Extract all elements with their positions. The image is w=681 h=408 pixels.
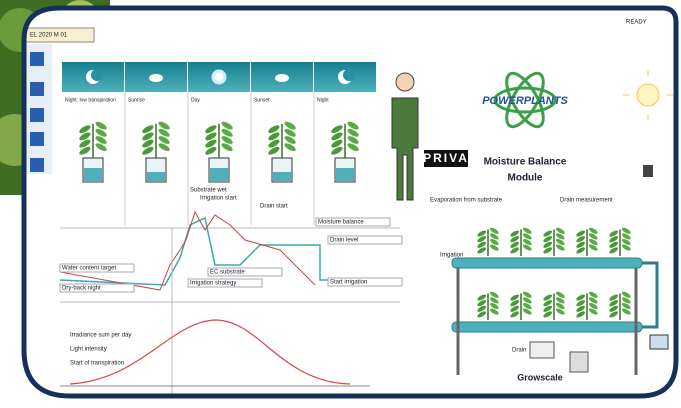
water — [210, 168, 228, 181]
chart-label: Irrigation strategy — [190, 281, 236, 287]
cloud-icon — [275, 74, 289, 82]
greenhouse-name: Growscale — [517, 372, 563, 382]
water — [336, 168, 354, 181]
phase-label: Sunset — [254, 97, 270, 103]
tab-label: EL 2020 M 01 — [30, 33, 68, 39]
light-label: Irradiance sum per day — [70, 333, 131, 339]
chart-label: Dry-back night — [62, 286, 101, 292]
water — [273, 172, 291, 181]
logo-text: POWERPLANTS — [482, 95, 568, 107]
moon-cut — [343, 69, 355, 81]
moon-cut — [91, 69, 103, 81]
light-label: Light intensity — [70, 347, 107, 353]
state-label: Substrate wet — [190, 188, 227, 194]
water — [147, 172, 165, 181]
brand: PRIVA — [423, 151, 469, 165]
cloud-icon — [149, 74, 163, 82]
module-title: Moisture Balance — [484, 157, 567, 168]
chart-label: Moisture balance — [318, 220, 364, 226]
chart-label: Start irrigation — [330, 280, 367, 286]
greenhouse-label: Evaporation from substrate — [430, 198, 503, 204]
module-title: Module — [508, 173, 543, 184]
phase-label: Night: low transpiration — [65, 97, 116, 103]
state-label: Irrigation start — [200, 196, 237, 202]
greenhouse-label: Irrigation — [440, 253, 463, 259]
chart-label: Water content target — [62, 266, 116, 272]
chart-label: EC substrate — [210, 270, 245, 276]
phase-label: Day — [191, 97, 200, 103]
trash-icon[interactable] — [643, 165, 653, 177]
status: READY — [626, 20, 647, 26]
state-label: Drain start — [260, 204, 288, 210]
phase-label: Night — [317, 97, 329, 103]
screenshot: READY EL 2020 M 01 Night: low transpirat… — [0, 0, 681, 403]
water — [84, 168, 102, 181]
sun-icon — [213, 71, 225, 83]
phase-label: Sunrise — [128, 97, 145, 103]
chart-label: Drain level — [330, 238, 358, 244]
greenhouse-label: Drain — [512, 348, 526, 354]
light-label: Start of transpiration — [70, 361, 124, 367]
greenhouse-label: Drain measurement — [560, 198, 613, 204]
